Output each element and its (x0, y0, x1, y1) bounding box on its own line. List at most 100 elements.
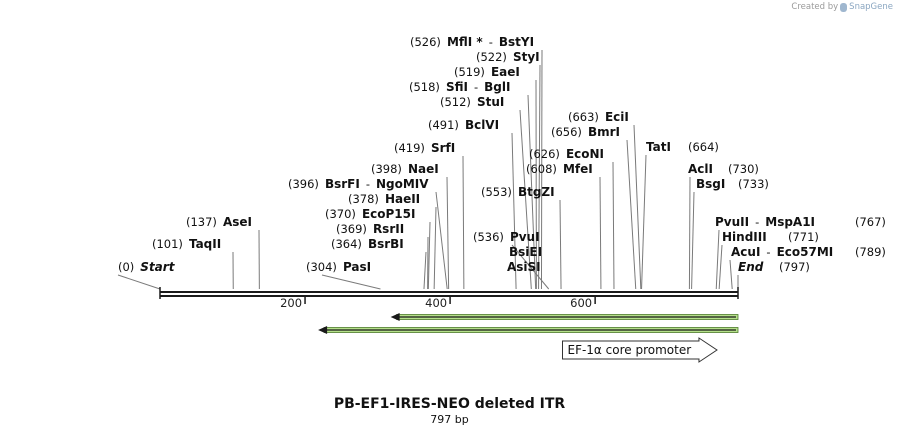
site-position: (369) (336, 222, 367, 236)
site-enzyme-name: SrfI (431, 141, 455, 155)
site-position: (519) (454, 65, 485, 79)
site-label: (733) (738, 177, 769, 191)
site-label: (789) (855, 245, 886, 259)
backbone-top-strand (160, 291, 738, 293)
snapgene-brand: Created by SnapGene (791, 2, 893, 12)
site-connector (612, 161, 615, 290)
site-label: (378) HaeII (348, 192, 420, 206)
site-position: (0) (118, 260, 134, 274)
site-position: (419) (394, 141, 425, 155)
site-connector (729, 259, 733, 290)
site-connector (462, 155, 465, 290)
site-enzyme-name: RsrII (373, 222, 404, 236)
site-position: (491) (428, 118, 459, 132)
site-label: (398) NaeI (371, 162, 439, 176)
site-position: (512) (440, 95, 471, 109)
site-label: AsiSI (507, 260, 541, 274)
feature-arrowhead (390, 313, 400, 321)
site-enzyme-name: AsiSI (507, 260, 541, 274)
promoter-feature-arrow (561, 337, 718, 363)
site-position: (767) (855, 215, 886, 229)
site-enzyme-name: BmrI (588, 125, 620, 139)
site-position: (608) (526, 162, 557, 176)
axis-tick-label: 400 (425, 296, 447, 310)
site-enzyme-name: TatI (646, 140, 671, 154)
site-connector (641, 154, 647, 290)
site-position: - (766, 245, 770, 259)
site-enzyme-name: BtgZI (518, 185, 555, 199)
site-position: (789) (855, 245, 886, 259)
site-connector (423, 251, 427, 290)
site-position: (626) (529, 147, 560, 161)
site-label: (730) (728, 162, 759, 176)
site-label: (522) StyI (476, 50, 540, 64)
snapgene-logo-icon (840, 2, 848, 12)
site-connector (688, 176, 691, 290)
site-enzyme-name: BstYI (499, 35, 534, 49)
site-label: (771) (788, 230, 819, 244)
site-label: BsgI (696, 177, 725, 191)
site-enzyme-name: NgoMIV (376, 177, 429, 191)
site-position: (526) (410, 35, 441, 49)
site-label: (664) (688, 140, 719, 154)
site-connector (117, 274, 161, 290)
site-position: (518) (409, 80, 440, 94)
site-position: - (366, 177, 370, 191)
site-position: (730) (728, 162, 759, 176)
site-enzyme-name: BsrBI (368, 237, 404, 251)
site-label: (518) SfiI - BglI (409, 80, 510, 94)
site-label: (369) RsrII (336, 222, 404, 236)
site-label: BsiEI (509, 245, 542, 259)
site-enzyme-name: EcoP15I (362, 207, 416, 221)
site-enzyme-name: BsrFI (325, 177, 360, 191)
site-label: HindIII (722, 230, 767, 244)
site-position: (101) (152, 237, 183, 251)
site-label: (419) SrfI (394, 141, 455, 155)
site-enzyme-name: End (738, 260, 764, 274)
site-enzyme-name: BclVI (465, 118, 499, 132)
site-position: (364) (331, 237, 362, 251)
site-enzyme-name: Eco57MI (777, 245, 834, 259)
site-connector (599, 176, 602, 290)
site-connector (540, 49, 543, 290)
site-enzyme-name: PvuII (715, 215, 749, 229)
brand-name: SnapGene (849, 2, 893, 12)
site-enzyme-name: MspA1I (765, 215, 815, 229)
site-enzyme-name: EcoNI (566, 147, 604, 161)
site-label: (519) EaeI (454, 65, 520, 79)
site-enzyme-name: StuI (477, 95, 504, 109)
site-label: (526) MflI * - BstYI (410, 35, 534, 49)
site-connector (538, 64, 541, 290)
site-label: (663) EciI (568, 110, 629, 124)
site-connector (718, 244, 723, 290)
site-position: (398) (371, 162, 402, 176)
site-enzyme-name: HindIII (722, 230, 767, 244)
site-label: (656) BmrI (551, 125, 620, 139)
site-connector (633, 124, 642, 290)
site-label: (101) TaqII (152, 237, 221, 251)
site-label: (0) Start (118, 260, 176, 274)
site-connector (691, 191, 695, 290)
site-enzyme-name: StyI (513, 50, 540, 64)
site-label: AcuI - Eco57MI (731, 245, 833, 259)
site-connector (433, 206, 437, 290)
site-position: - (489, 35, 493, 49)
site-label: AclI (688, 162, 713, 176)
site-enzyme-name: BsgI (696, 177, 725, 191)
site-label: (364) BsrBI (331, 237, 404, 251)
site-enzyme-name: SfiI (446, 80, 468, 94)
promoter-feature-label: EF-1α core promoter (567, 343, 691, 357)
site-enzyme-name: BglI (484, 80, 510, 94)
site-position: - (474, 80, 478, 94)
site-position: (304) (306, 260, 337, 274)
site-position: (370) (325, 207, 356, 221)
site-enzyme-name: MflI * (447, 35, 483, 49)
site-enzyme-name: PvuI (510, 230, 540, 244)
site-enzyme-name: AseI (223, 215, 252, 229)
site-enzyme-name: NaeI (408, 162, 439, 176)
site-label: (797) (779, 260, 810, 274)
site-label: (137) AseI (186, 215, 252, 229)
site-enzyme-name: PasI (343, 260, 371, 274)
site-position: (733) (738, 177, 769, 191)
